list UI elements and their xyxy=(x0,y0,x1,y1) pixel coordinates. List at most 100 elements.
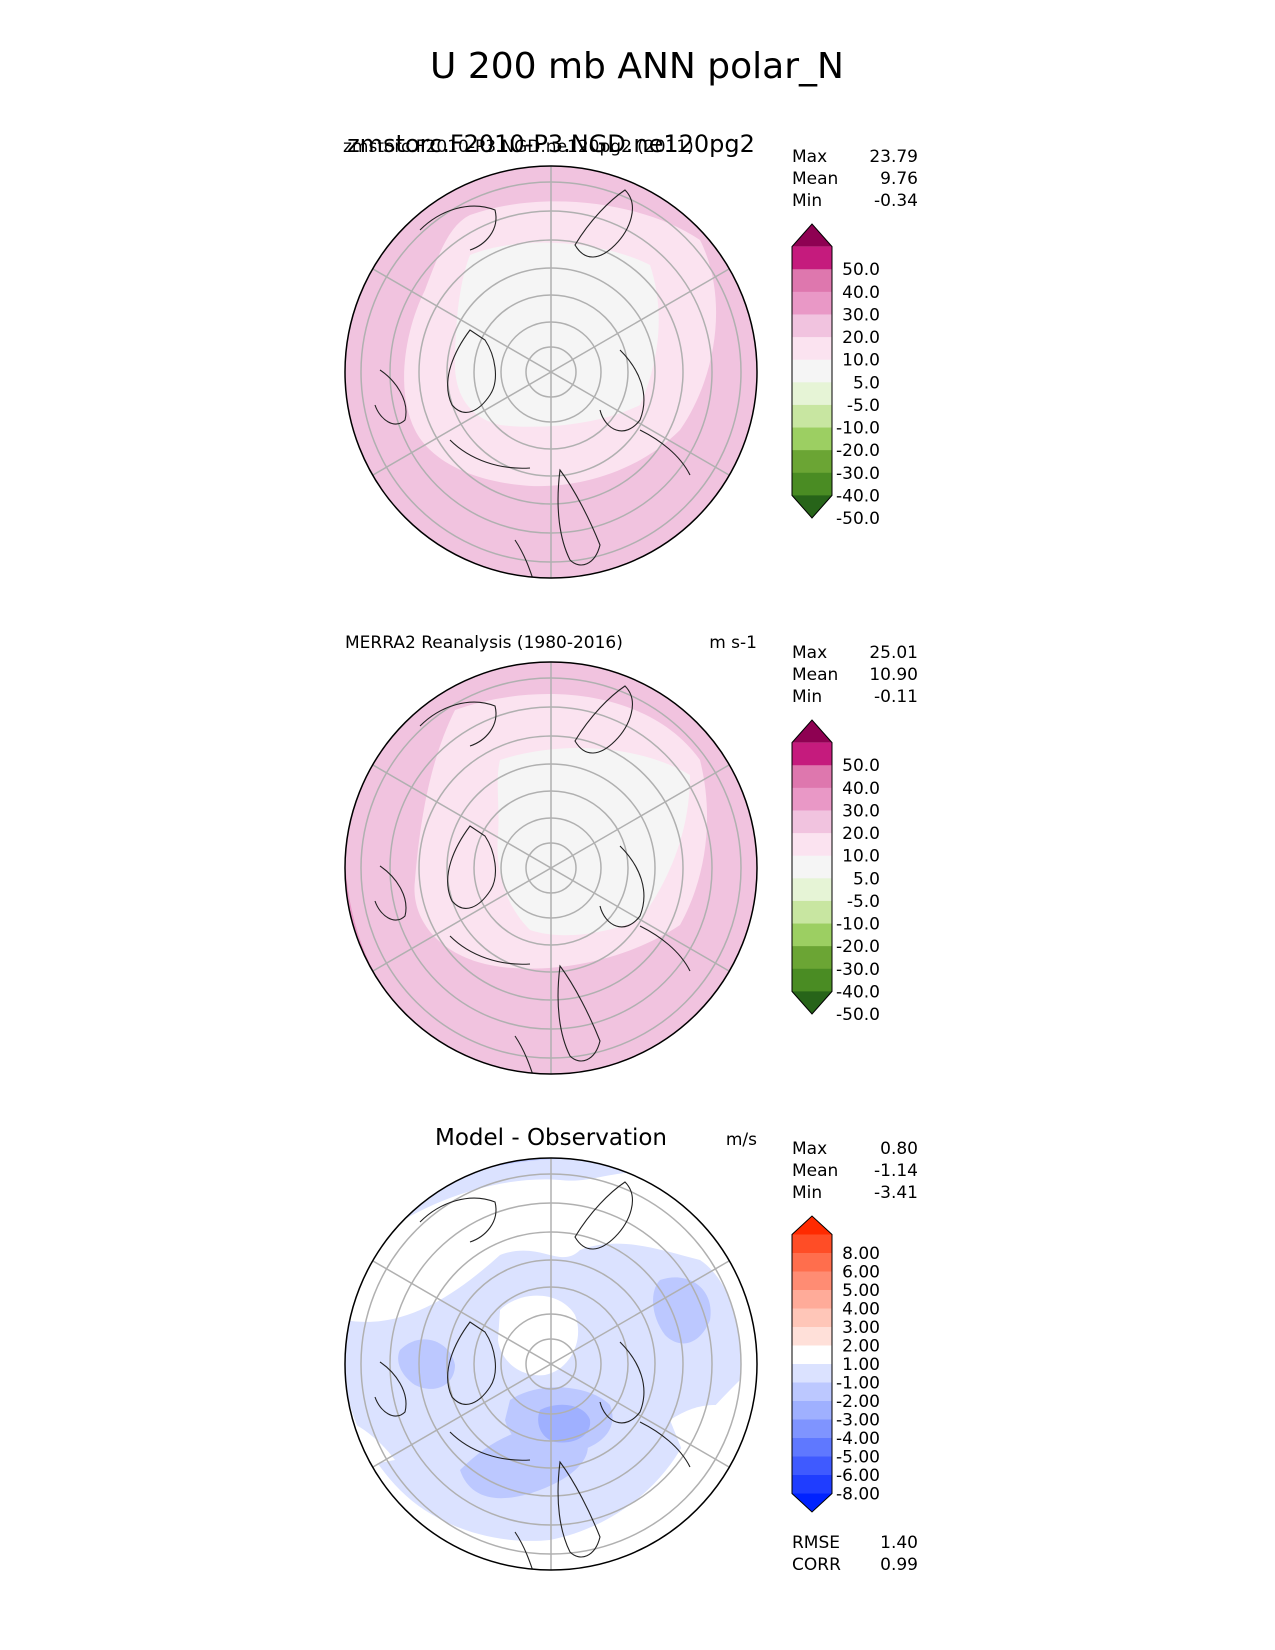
colorbar-outline xyxy=(791,719,833,1015)
colorbar-extend-min xyxy=(792,991,832,1014)
colorbar-extend-max xyxy=(792,720,832,743)
colorbar-segment xyxy=(792,810,832,834)
stat-label-mean: Mean xyxy=(792,1161,838,1181)
colorbar-tick-label: -2.00 xyxy=(836,1392,880,1412)
stat-value-max: 25.01 xyxy=(869,643,918,663)
colorbar-tick-label: -5.00 xyxy=(836,1448,880,1468)
field-band-weak xyxy=(455,242,659,427)
colorbar-segment xyxy=(792,833,832,857)
colorbar-tick-label: 5.0 xyxy=(853,373,880,393)
panel-reference: MERRA2 Reanalysis (1980-2016) m s-1 xyxy=(344,633,918,1075)
colorbar-segment xyxy=(792,923,832,947)
stat-label-min: Min xyxy=(792,1183,822,1203)
panel-test-title-a: zmstorc.F2010-P3.NGD.ne120pg2 (2011) xyxy=(343,137,694,157)
colorbar-tick-label: -20.0 xyxy=(836,441,880,461)
colorbar-segment xyxy=(792,291,832,315)
stat-value-mean: 10.90 xyxy=(869,665,918,685)
stats-difference: Max 0.80 Mean -1.14 Min -3.41 xyxy=(792,1139,918,1203)
stat-label-max: Max xyxy=(792,147,827,167)
stat-label-min: Min xyxy=(792,191,822,211)
colorbar-segment xyxy=(792,427,832,451)
colorbar-segment xyxy=(792,269,832,293)
colorbar-tick-label: 4.00 xyxy=(842,1300,880,1320)
stat-value-min: -3.41 xyxy=(874,1183,918,1203)
colorbar-tick-label: 50.0 xyxy=(842,260,880,280)
colorbar-segment xyxy=(792,314,832,338)
coastlines xyxy=(374,685,691,1074)
stat-value-corr: 0.99 xyxy=(880,1555,918,1575)
colorbar-segment xyxy=(792,246,832,270)
colorbar-segment xyxy=(792,765,832,789)
colorbar-segment xyxy=(792,1438,832,1457)
panel-test-title-b: zmstorc.F2010-P3.NGD.ne120pg2 xyxy=(347,130,755,158)
colorbar-tick-label: 8.00 xyxy=(842,1244,880,1264)
colorbar-segment xyxy=(792,1308,832,1328)
colorbar-segment xyxy=(792,855,832,879)
stat-value-mean: 9.76 xyxy=(880,169,918,189)
colorbar-segment xyxy=(792,359,832,383)
colorbar-segment xyxy=(792,946,832,970)
colorbar-extend-min xyxy=(792,495,832,518)
panel-difference-title: Model - Observation xyxy=(435,1125,667,1151)
colorbar-extend-min xyxy=(792,1493,832,1512)
panel-reference-units: m s-1 xyxy=(709,633,757,653)
colorbar-tick-label: -50.0 xyxy=(836,509,880,529)
colorbar-segment xyxy=(792,900,832,925)
colorbar-segment xyxy=(792,742,832,766)
colorbar-segment xyxy=(792,1382,832,1402)
colorbar-extend-max xyxy=(792,224,832,247)
panel-difference-units: m/s xyxy=(726,1130,757,1150)
panel-reference-title: MERRA2 Reanalysis (1980-2016) xyxy=(345,633,623,653)
colorbar-tick-label: -30.0 xyxy=(836,464,880,484)
stat-value-max: 23.79 xyxy=(869,147,918,167)
stats-test: Max 23.79 Mean 9.76 Min -0.34 xyxy=(792,147,918,211)
stat-value-max: 0.80 xyxy=(880,1139,918,1159)
field-band-zero-pole xyxy=(498,1295,579,1376)
coastlines xyxy=(374,1181,691,1570)
colorbar-tick-label: -3.00 xyxy=(836,1411,880,1431)
colorbar-segment xyxy=(792,1234,832,1254)
colorbar-tick-label: 2.00 xyxy=(842,1337,880,1357)
colorbar-tick-label: 1.00 xyxy=(842,1355,880,1375)
colorbar-tick-label: -5.0 xyxy=(847,892,880,912)
colorbar-tick-label: 5.00 xyxy=(842,1281,880,1301)
graticule xyxy=(360,166,742,578)
map-boundary xyxy=(344,165,758,579)
stat-value-min: -0.34 xyxy=(874,191,918,211)
colorbar-segment xyxy=(792,968,832,992)
stat-label-max: Max xyxy=(792,643,827,663)
colorbar-tick-label: 40.0 xyxy=(842,779,880,799)
stat-label-min: Min xyxy=(792,687,822,707)
colorbar-tick-label: 6.00 xyxy=(842,1263,880,1283)
colorbar-segment xyxy=(792,1290,832,1309)
colorbar-tick-label: 30.0 xyxy=(842,801,880,821)
colorbar-tick-label: 5.0 xyxy=(853,869,880,889)
map-difference xyxy=(344,1157,758,1571)
colorbar-segment xyxy=(792,1419,832,1439)
colorbar-outline xyxy=(791,223,833,519)
colorbar-tick-label: -1.00 xyxy=(836,1374,880,1394)
colorbar-tick-label: -5.0 xyxy=(847,396,880,416)
panel-test: zmstorc.F2010-P3.NGD.ne120pg2 (2011) zms… xyxy=(343,130,918,579)
field-band-zero-east xyxy=(670,1405,745,1480)
graticule xyxy=(360,1158,742,1570)
colorbar-segment xyxy=(792,382,832,406)
graticule xyxy=(360,662,742,1074)
colorbar-tick-label: -10.0 xyxy=(836,915,880,935)
field-band-minus2-west xyxy=(398,1339,455,1389)
colorbar-tick-label: 40.0 xyxy=(842,283,880,303)
stat-value-rmse: 1.40 xyxy=(880,1533,918,1553)
map-test xyxy=(344,165,758,579)
colorbar-segment xyxy=(792,1327,832,1346)
stat-value-min: -0.11 xyxy=(874,687,918,707)
panel-difference: Model - Observation m/s xyxy=(344,1125,918,1575)
colorbar-tick-label: -6.00 xyxy=(836,1466,880,1486)
colorbar-segment xyxy=(792,450,832,474)
colorbar-segment xyxy=(792,337,832,361)
colorbar-test: 50.0 40.030.0 20.0 10.05.0 -5.0 -10.0-20.0 -30… xyxy=(791,223,880,529)
colorbar-segment xyxy=(792,404,832,429)
stat-label-mean: Mean xyxy=(792,169,838,189)
colorbar-segment xyxy=(792,878,832,902)
figure-title: U 200 mb ANN polar_N xyxy=(430,46,844,87)
